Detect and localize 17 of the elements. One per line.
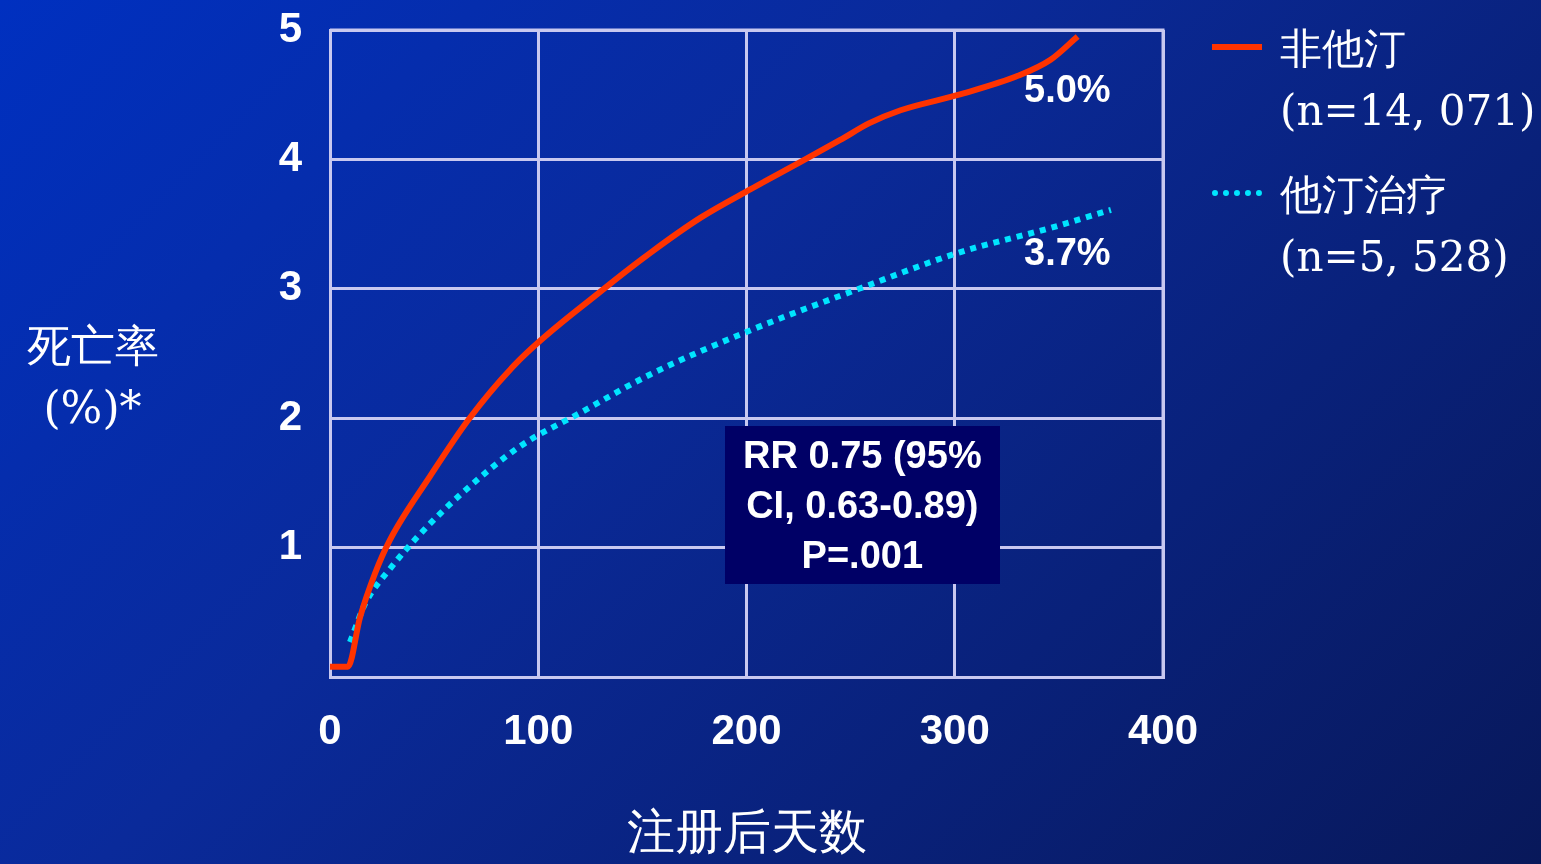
annotation: RR 0.75 (95% CI, 0.63-0.89) P=.001 — [725, 426, 1000, 584]
legend-label: 非他汀 (n=14, 071) — [1280, 23, 1536, 137]
x-tick-label: 200 — [711, 705, 782, 753]
x-tick-label: 0 — [318, 705, 342, 753]
y-tick-label: 5 — [278, 3, 302, 51]
x-axis-title: 注册后天数 — [625, 802, 868, 861]
x-tick-label: 300 — [919, 705, 990, 753]
annotation: 3.7% — [1024, 231, 1111, 274]
x-tick-label: 100 — [503, 705, 574, 753]
y-tick-label: 1 — [278, 521, 302, 569]
legend-label: 他汀治疗 (n=5, 528) — [1280, 169, 1509, 283]
x-tick-label: 400 — [1127, 705, 1199, 753]
y-axis-title: 死亡率 (%)* — [25, 319, 160, 435]
y-tick-label: 2 — [278, 391, 302, 439]
y-tick-label: 4 — [278, 132, 303, 180]
y-tick-label: 3 — [278, 262, 302, 310]
annotation: 5.0% — [1024, 68, 1111, 111]
